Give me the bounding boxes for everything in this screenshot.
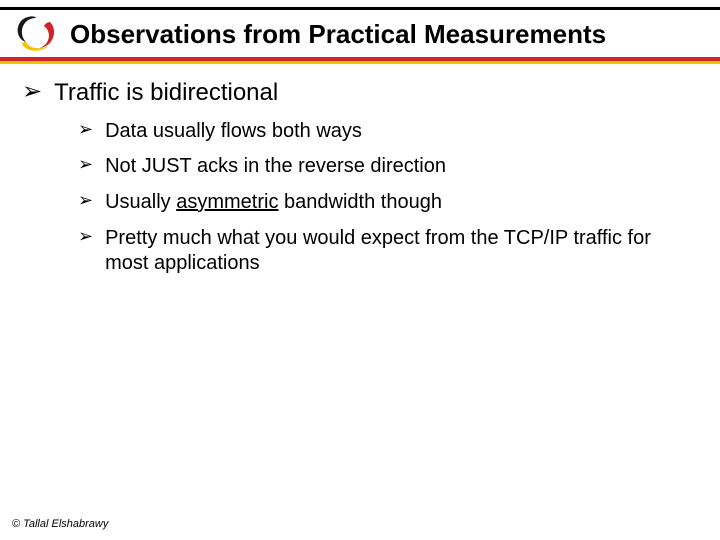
bullet-arrow-icon: ➢ bbox=[78, 190, 93, 212]
bullet-text: Usually asymmetric bandwidth though bbox=[105, 190, 442, 216]
bullet-arrow-icon: ➢ bbox=[78, 119, 93, 141]
bullet-level-1: ➢ Pretty much what you would expect from … bbox=[78, 226, 698, 277]
footer-copyright: © Tallal Elshabrawy bbox=[12, 518, 108, 530]
underline-yellow bbox=[0, 61, 720, 64]
logo-icon bbox=[12, 14, 60, 54]
bullet-text: Traffic is bidirectional bbox=[54, 78, 278, 109]
bullet-level-1: ➢ Data usually flows both ways bbox=[78, 119, 698, 145]
bullet-arrow-icon: ➢ bbox=[22, 78, 42, 107]
slide-title: Observations from Practical Measurements bbox=[70, 19, 606, 50]
bullet-arrow-icon: ➢ bbox=[78, 154, 93, 176]
content-area: ➢ Traffic is bidirectional ➢ Data usually f… bbox=[22, 78, 698, 287]
bullet-level-1: ➢ Not JUST acks in the reverse direction bbox=[78, 154, 698, 180]
header: Observations from Practical Measurements bbox=[0, 14, 720, 54]
title-underline bbox=[0, 57, 720, 64]
bullet-level-1: ➢ Usually asymmetric bandwidth though bbox=[78, 190, 698, 216]
bullet-arrow-icon: ➢ bbox=[78, 226, 93, 248]
bullet-text: Not JUST acks in the reverse direction bbox=[105, 154, 446, 180]
top-rule bbox=[0, 7, 720, 10]
bullet-level-0: ➢ Traffic is bidirectional bbox=[22, 78, 698, 109]
bullet-text: Data usually flows both ways bbox=[105, 119, 362, 145]
bullet-text: Pretty much what you would expect from t… bbox=[105, 226, 698, 277]
